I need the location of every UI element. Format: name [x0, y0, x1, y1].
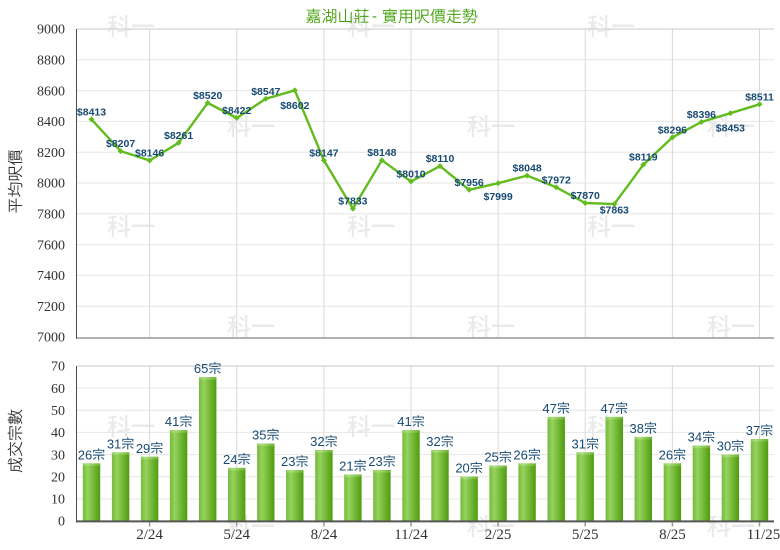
svg-text:40: 40 — [51, 426, 65, 441]
svg-text:2/24: 2/24 — [136, 527, 163, 543]
svg-text:25: 25 — [484, 450, 498, 465]
svg-text:26: 26 — [659, 447, 673, 462]
svg-text:$8520: $8520 — [193, 90, 222, 102]
svg-text:8200: 8200 — [37, 146, 65, 161]
svg-text:$7956: $7956 — [454, 177, 483, 189]
svg-text:23: 23 — [368, 454, 382, 469]
svg-text:$8413: $8413 — [77, 106, 106, 118]
svg-text:38: 38 — [630, 421, 644, 436]
svg-text:$8110: $8110 — [426, 153, 455, 165]
svg-text:$8296: $8296 — [658, 124, 687, 136]
svg-text:11/25: 11/25 — [747, 527, 780, 543]
svg-text:26: 26 — [78, 447, 92, 462]
svg-text:24: 24 — [223, 452, 237, 467]
svg-text:$8048: $8048 — [512, 163, 541, 175]
svg-text:$7972: $7972 — [542, 174, 571, 186]
svg-text:7200: 7200 — [37, 300, 65, 315]
svg-text:$8147: $8147 — [309, 147, 338, 159]
svg-text:8600: 8600 — [37, 84, 65, 99]
svg-text:7800: 7800 — [37, 208, 65, 223]
svg-text:34: 34 — [688, 430, 702, 445]
svg-text:9000: 9000 — [37, 23, 65, 38]
svg-text:60: 60 — [51, 382, 65, 397]
svg-text:$8261: $8261 — [164, 130, 193, 142]
svg-text:7400: 7400 — [37, 269, 65, 284]
svg-text:$8547: $8547 — [251, 86, 280, 98]
svg-text:2/25: 2/25 — [485, 527, 512, 543]
svg-text:37: 37 — [746, 423, 760, 438]
svg-text:8400: 8400 — [37, 115, 65, 130]
svg-text:8/24: 8/24 — [311, 527, 338, 543]
svg-text:$7833: $7833 — [338, 196, 367, 208]
svg-text:$8453: $8453 — [716, 123, 745, 135]
svg-text:41: 41 — [165, 414, 179, 429]
svg-text:70: 70 — [51, 360, 65, 375]
svg-text:50: 50 — [51, 404, 65, 419]
svg-text:8800: 8800 — [37, 54, 65, 69]
svg-text:$8422: $8422 — [222, 105, 251, 117]
svg-text:26: 26 — [513, 447, 527, 462]
svg-text:35: 35 — [252, 428, 266, 443]
svg-text:32: 32 — [310, 434, 324, 449]
svg-text:7000: 7000 — [37, 331, 65, 346]
svg-text:47: 47 — [601, 401, 615, 416]
svg-text:$7999: $7999 — [483, 191, 512, 203]
svg-text:$8396: $8396 — [687, 109, 716, 121]
svg-text:$8511: $8511 — [745, 91, 774, 103]
svg-text:32: 32 — [426, 434, 440, 449]
svg-text:$8148: $8148 — [367, 147, 396, 159]
svg-text:5/24: 5/24 — [223, 527, 250, 543]
svg-text:11/24: 11/24 — [394, 527, 428, 543]
svg-text:23: 23 — [281, 454, 295, 469]
svg-text:47: 47 — [542, 401, 556, 416]
svg-text:8000: 8000 — [37, 177, 65, 192]
svg-text:$8010: $8010 — [396, 169, 425, 181]
svg-text:8/25: 8/25 — [659, 527, 686, 543]
svg-text:30: 30 — [51, 448, 65, 463]
svg-text:7600: 7600 — [37, 238, 65, 253]
svg-text:$7863: $7863 — [600, 205, 629, 217]
svg-text:31: 31 — [107, 436, 121, 451]
svg-text:10: 10 — [51, 493, 65, 508]
svg-text:29: 29 — [136, 441, 150, 456]
svg-text:41: 41 — [397, 414, 411, 429]
svg-text:20: 20 — [455, 461, 469, 476]
svg-text:31: 31 — [572, 436, 586, 451]
svg-text:$7870: $7870 — [571, 190, 600, 202]
svg-text:0: 0 — [58, 515, 65, 530]
svg-text:20: 20 — [51, 470, 65, 485]
svg-text:$8146: $8146 — [135, 148, 164, 160]
svg-text:65: 65 — [194, 361, 208, 376]
svg-text:30: 30 — [717, 439, 731, 454]
svg-text:5/25: 5/25 — [572, 527, 599, 543]
svg-text:$8119: $8119 — [629, 152, 658, 164]
svg-text:-: - — [372, 8, 377, 25]
svg-text:$8602: $8602 — [280, 100, 309, 112]
svg-text:$8207: $8207 — [106, 138, 135, 150]
svg-text:21: 21 — [339, 459, 353, 474]
